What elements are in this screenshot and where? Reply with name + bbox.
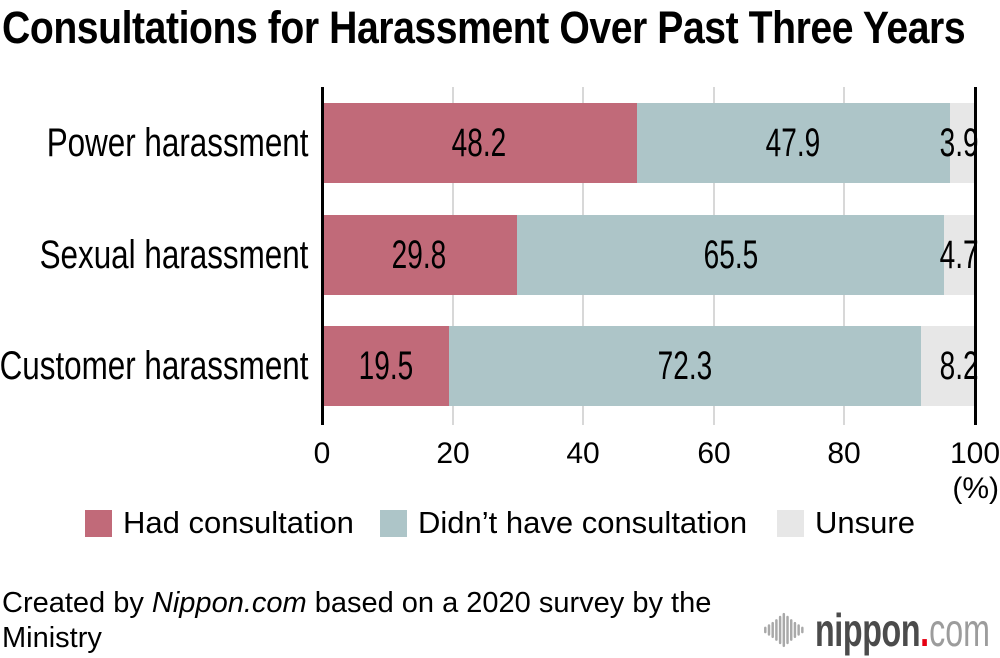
brand-name: Nippon.com xyxy=(151,587,307,619)
value-label: 29.8 xyxy=(392,232,447,277)
category-label-text: Customer harassment xyxy=(0,344,308,388)
category-label-sexual-harassment: Sexual harassment xyxy=(0,235,308,275)
logo-dot: . xyxy=(920,604,930,656)
legend-label-had-consultation: Had consultation xyxy=(123,505,354,540)
category-label-text: Sexual harassment xyxy=(39,233,308,277)
legend-swatch-unsure xyxy=(777,509,804,537)
legend-item-unsure: Unsure xyxy=(777,505,915,540)
category-label-text: Power harassment xyxy=(46,121,308,165)
category-label-customer-harassment: Customer harassment xyxy=(0,346,308,386)
bar-customer-harassment: 19.5 72.3 8.2 xyxy=(322,326,979,406)
tick-label-0: 0 xyxy=(313,437,331,470)
tick-label-60: 60 xyxy=(697,437,731,470)
segment-customer-unsure: 8.2 xyxy=(921,326,979,406)
segment-power-didnt-have-consultation: 47.9 xyxy=(636,103,950,183)
value-label: 48.2 xyxy=(452,120,507,165)
legend-item-didnt-have-consultation: Didn’t have consultation xyxy=(380,505,747,540)
logo-tld-text: com xyxy=(929,604,990,656)
tick-label-20: 20 xyxy=(436,437,470,470)
legend-label-didnt-have-consultation: Didn’t have consultation xyxy=(418,505,748,540)
segment-customer-had-consultation: 19.5 xyxy=(322,326,450,406)
value-label: 3.9 xyxy=(940,120,979,165)
value-label: 72.3 xyxy=(658,343,713,388)
value-label: 65.5 xyxy=(703,232,758,277)
source-note-text: Created by xyxy=(2,587,152,619)
value-label: 19.5 xyxy=(358,343,413,388)
legend-item-had-consultation: Had consultation xyxy=(85,505,354,540)
value-label: 8.2 xyxy=(940,343,979,388)
plot-area: 48.2 47.9 3.9 29.8 65.5 4.7 19.5 xyxy=(321,87,979,425)
chart-title-text: Consultations for Harassment Over Past T… xyxy=(2,2,966,53)
tick-label-80: 80 xyxy=(827,437,861,470)
segment-sexual-didnt-have-consultation: 65.5 xyxy=(516,215,945,295)
chart-title: Consultations for Harassment Over Past T… xyxy=(2,2,1000,54)
legend-swatch-didnt-have-consultation xyxy=(380,509,407,537)
segment-sexual-unsure: 4.7 xyxy=(940,215,979,295)
legend-swatch-had-consultation xyxy=(85,509,112,537)
segment-sexual-had-consultation: 29.8 xyxy=(322,215,517,295)
axis-line-0 xyxy=(321,87,324,425)
value-label: 4.7 xyxy=(940,232,979,277)
legend-label-unsure: Unsure xyxy=(815,505,915,540)
nippon-com-logo: nippon.com xyxy=(815,607,990,653)
tick-label-100: 100 xyxy=(949,437,1000,470)
bar-power-harassment: 48.2 47.9 3.9 xyxy=(322,103,979,183)
axis-unit-label: (%) xyxy=(952,472,999,505)
category-label-power-harassment: Power harassment xyxy=(0,123,308,163)
segment-power-had-consultation: 48.2 xyxy=(322,103,637,183)
source-note-text: based on a 2020 survey by the Ministry xyxy=(2,587,712,654)
source-note: Created by Nippon.com based on a 2020 su… xyxy=(2,586,732,658)
bar-sexual-harassment: 29.8 65.5 4.7 xyxy=(322,215,979,295)
segment-power-unsure: 3.9 xyxy=(940,103,979,183)
value-label: 47.9 xyxy=(765,120,821,165)
axis-line-100 xyxy=(974,87,977,425)
tick-label-40: 40 xyxy=(566,437,600,470)
logo-name-text: nippon xyxy=(815,604,921,656)
segment-customer-didnt-have-consultation: 72.3 xyxy=(449,326,922,406)
waveform-icon xyxy=(764,612,804,648)
